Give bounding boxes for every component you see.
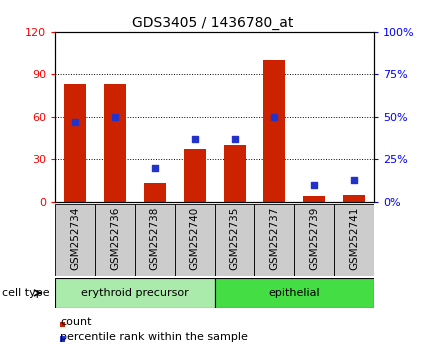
Point <box>351 177 357 183</box>
Bar <box>303 196 325 202</box>
Bar <box>55 278 215 308</box>
Bar <box>224 145 246 202</box>
Point <box>72 119 79 125</box>
Text: GSM252737: GSM252737 <box>269 206 279 270</box>
Text: GSM252736: GSM252736 <box>110 206 120 270</box>
Bar <box>215 204 255 276</box>
Text: count: count <box>60 318 92 327</box>
Text: GSM252741: GSM252741 <box>349 206 359 270</box>
Text: GSM252740: GSM252740 <box>190 206 200 270</box>
Point <box>112 114 119 120</box>
Bar <box>343 195 365 202</box>
Text: GDS3405 / 1436780_at: GDS3405 / 1436780_at <box>132 16 293 30</box>
Bar <box>264 60 285 202</box>
Bar <box>294 204 334 276</box>
Bar <box>60 336 65 342</box>
Bar <box>255 204 294 276</box>
Text: cell type: cell type <box>2 288 50 298</box>
Point <box>311 182 317 188</box>
Bar <box>184 149 206 202</box>
Text: erythroid precursor: erythroid precursor <box>81 288 189 298</box>
Point <box>271 114 278 120</box>
Bar <box>215 278 374 308</box>
Text: GSM252734: GSM252734 <box>70 206 80 270</box>
Bar <box>334 204 374 276</box>
Bar <box>95 204 135 276</box>
Bar <box>60 321 65 327</box>
Text: GSM252738: GSM252738 <box>150 206 160 270</box>
Point <box>151 165 158 171</box>
Text: GSM252739: GSM252739 <box>309 206 319 270</box>
Bar <box>175 204 215 276</box>
Bar <box>135 204 175 276</box>
Point <box>231 136 238 142</box>
Bar <box>55 204 95 276</box>
Bar <box>104 84 126 202</box>
Bar <box>64 84 86 202</box>
Point <box>191 136 198 142</box>
Text: epithelial: epithelial <box>269 288 320 298</box>
Bar <box>144 183 166 202</box>
Text: GSM252735: GSM252735 <box>230 206 240 270</box>
Text: percentile rank within the sample: percentile rank within the sample <box>60 332 248 342</box>
